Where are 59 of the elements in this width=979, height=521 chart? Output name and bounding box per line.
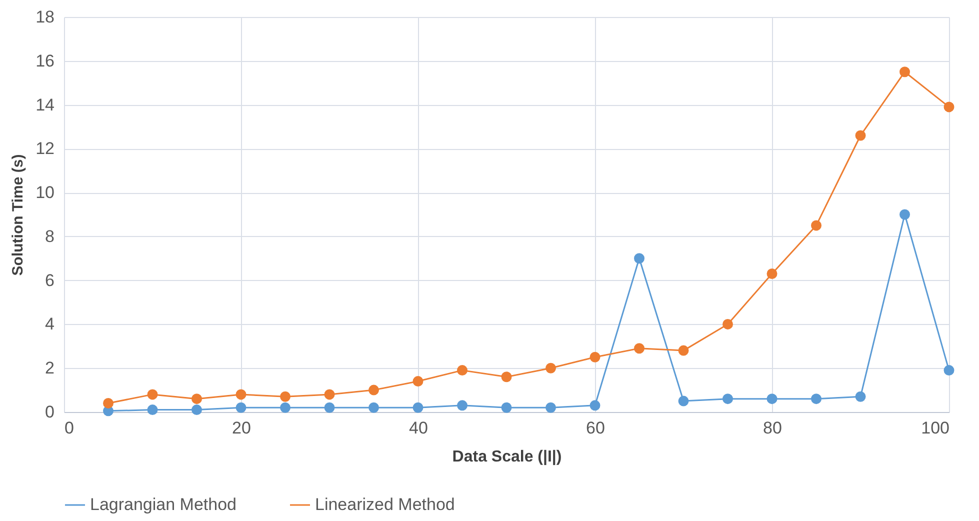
x-tick-label: 100	[921, 418, 950, 438]
point	[944, 102, 954, 112]
point	[192, 404, 202, 416]
y-tick-label: 12	[36, 139, 54, 158]
x-tick-label: 20	[232, 418, 251, 438]
y-tick-label: 18	[36, 8, 54, 26]
point	[900, 66, 910, 78]
point	[457, 365, 468, 376]
y-tick-label: 14	[36, 95, 54, 114]
point	[236, 389, 246, 400]
point	[457, 400, 468, 411]
point	[147, 404, 158, 416]
point	[722, 318, 733, 330]
y-tick-label: 6	[45, 270, 54, 290]
y-tick-label: 10	[36, 183, 54, 202]
point	[590, 400, 600, 411]
point	[501, 402, 512, 413]
point	[766, 268, 778, 279]
point	[590, 352, 600, 362]
point	[722, 394, 733, 404]
x-axis-title: Data Scale (|I|)	[452, 448, 562, 466]
point	[280, 391, 290, 402]
point	[280, 402, 290, 413]
point	[855, 130, 866, 141]
point	[811, 394, 822, 404]
point	[546, 362, 556, 374]
y-tick-label: 16	[36, 51, 54, 70]
point	[634, 253, 644, 264]
x-tick-label: 60	[586, 418, 605, 438]
point	[147, 389, 158, 400]
legend-label: Linearized Method	[315, 495, 455, 514]
point	[501, 372, 512, 382]
point	[192, 394, 202, 404]
x-tick-label: 80	[763, 418, 782, 438]
point	[944, 365, 954, 376]
point	[412, 376, 424, 387]
point	[855, 391, 866, 402]
point	[678, 345, 689, 356]
point	[900, 209, 910, 220]
y-tick-label: 2	[45, 358, 54, 378]
x-tick-label: 40	[409, 418, 428, 438]
point	[546, 402, 556, 413]
point	[678, 396, 689, 406]
y-axis-title: Solution Time (s)	[10, 154, 27, 276]
point	[368, 384, 379, 396]
y-tick-label: 0	[45, 402, 54, 422]
point	[412, 402, 424, 413]
point	[324, 389, 335, 400]
legend-label: Lagrangian Method	[90, 495, 237, 514]
y-tick-label: 4	[45, 314, 54, 334]
point	[236, 402, 246, 413]
y-tick-label: 8	[45, 226, 54, 246]
point	[634, 343, 644, 354]
point	[103, 398, 114, 408]
point	[324, 402, 335, 413]
x-tick-label: 0	[64, 418, 74, 438]
point	[811, 220, 822, 231]
point	[368, 402, 379, 413]
point	[766, 394, 778, 404]
